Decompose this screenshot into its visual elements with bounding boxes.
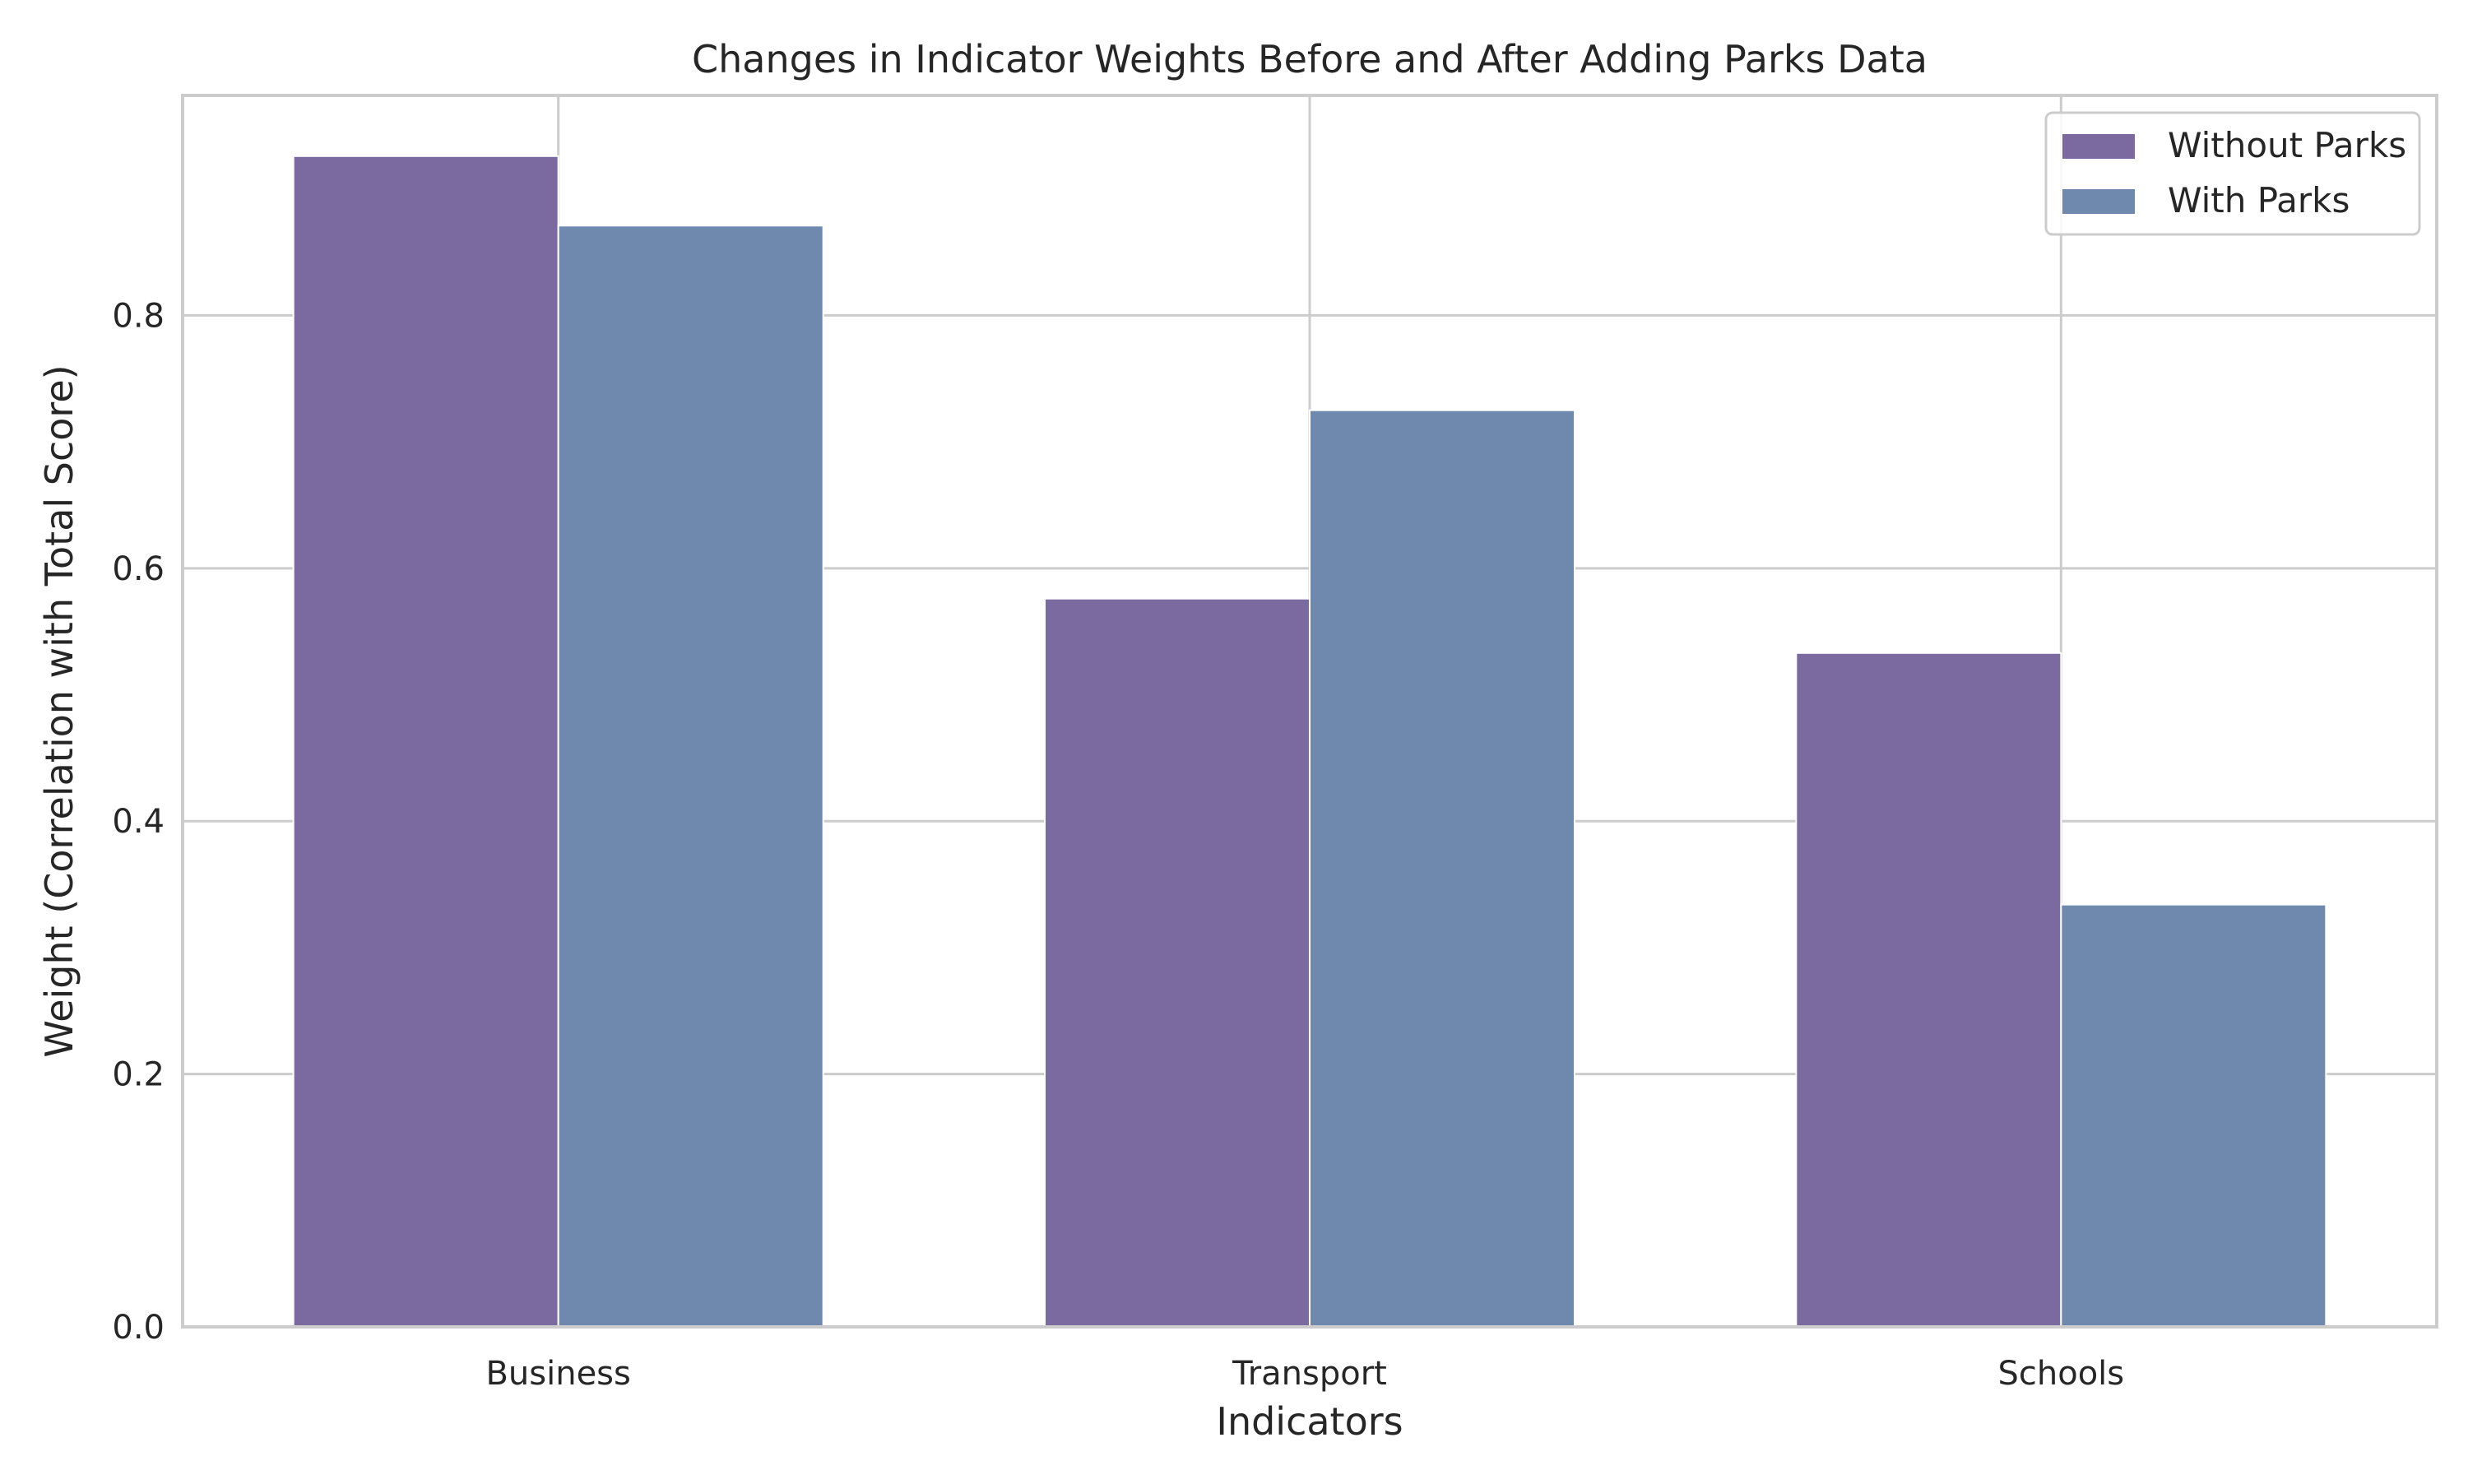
bar-without-parks-schools — [1795, 652, 2062, 1328]
x-axis-label: Indicators — [1216, 1399, 1403, 1444]
legend-label: With Parks — [2168, 180, 2350, 220]
legend: Without Parks With Parks — [2044, 111, 2421, 236]
legend-swatch — [2062, 189, 2135, 214]
y-tick-label: 0.8 — [112, 297, 165, 335]
plot-frame — [181, 94, 2438, 1329]
x-tick-label: Schools — [1998, 1355, 2125, 1393]
bar-with-parks-transport — [1309, 409, 1575, 1329]
y-tick-label: 0.2 — [112, 1056, 165, 1094]
x-tick-labels: Business Transport Schools — [485, 1355, 2124, 1393]
legend-label: Without Parks — [2168, 125, 2406, 165]
bars — [292, 155, 2327, 1329]
y-tick-label: 0.6 — [112, 550, 165, 588]
x-tick-label: Transport — [1232, 1355, 1387, 1393]
bar-without-parks-business — [292, 155, 559, 1328]
bar-with-parks-business — [557, 225, 824, 1328]
x-tick-label: Business — [485, 1355, 630, 1393]
legend-swatch — [2062, 134, 2135, 159]
chart-title: Changes in Indicator Weights Before and … — [692, 37, 1928, 81]
y-axis-label: Weight (Correlation with Total Score) — [37, 364, 81, 1057]
y-tick-labels: 0.0 0.2 0.4 0.6 0.8 — [112, 297, 165, 1347]
y-tick-label: 0.0 — [112, 1309, 165, 1347]
legend-box — [2044, 111, 2421, 236]
bar-with-parks-schools — [2060, 903, 2327, 1328]
y-tick-label: 0.4 — [112, 803, 165, 841]
bar-without-parks-transport — [1044, 597, 1311, 1328]
